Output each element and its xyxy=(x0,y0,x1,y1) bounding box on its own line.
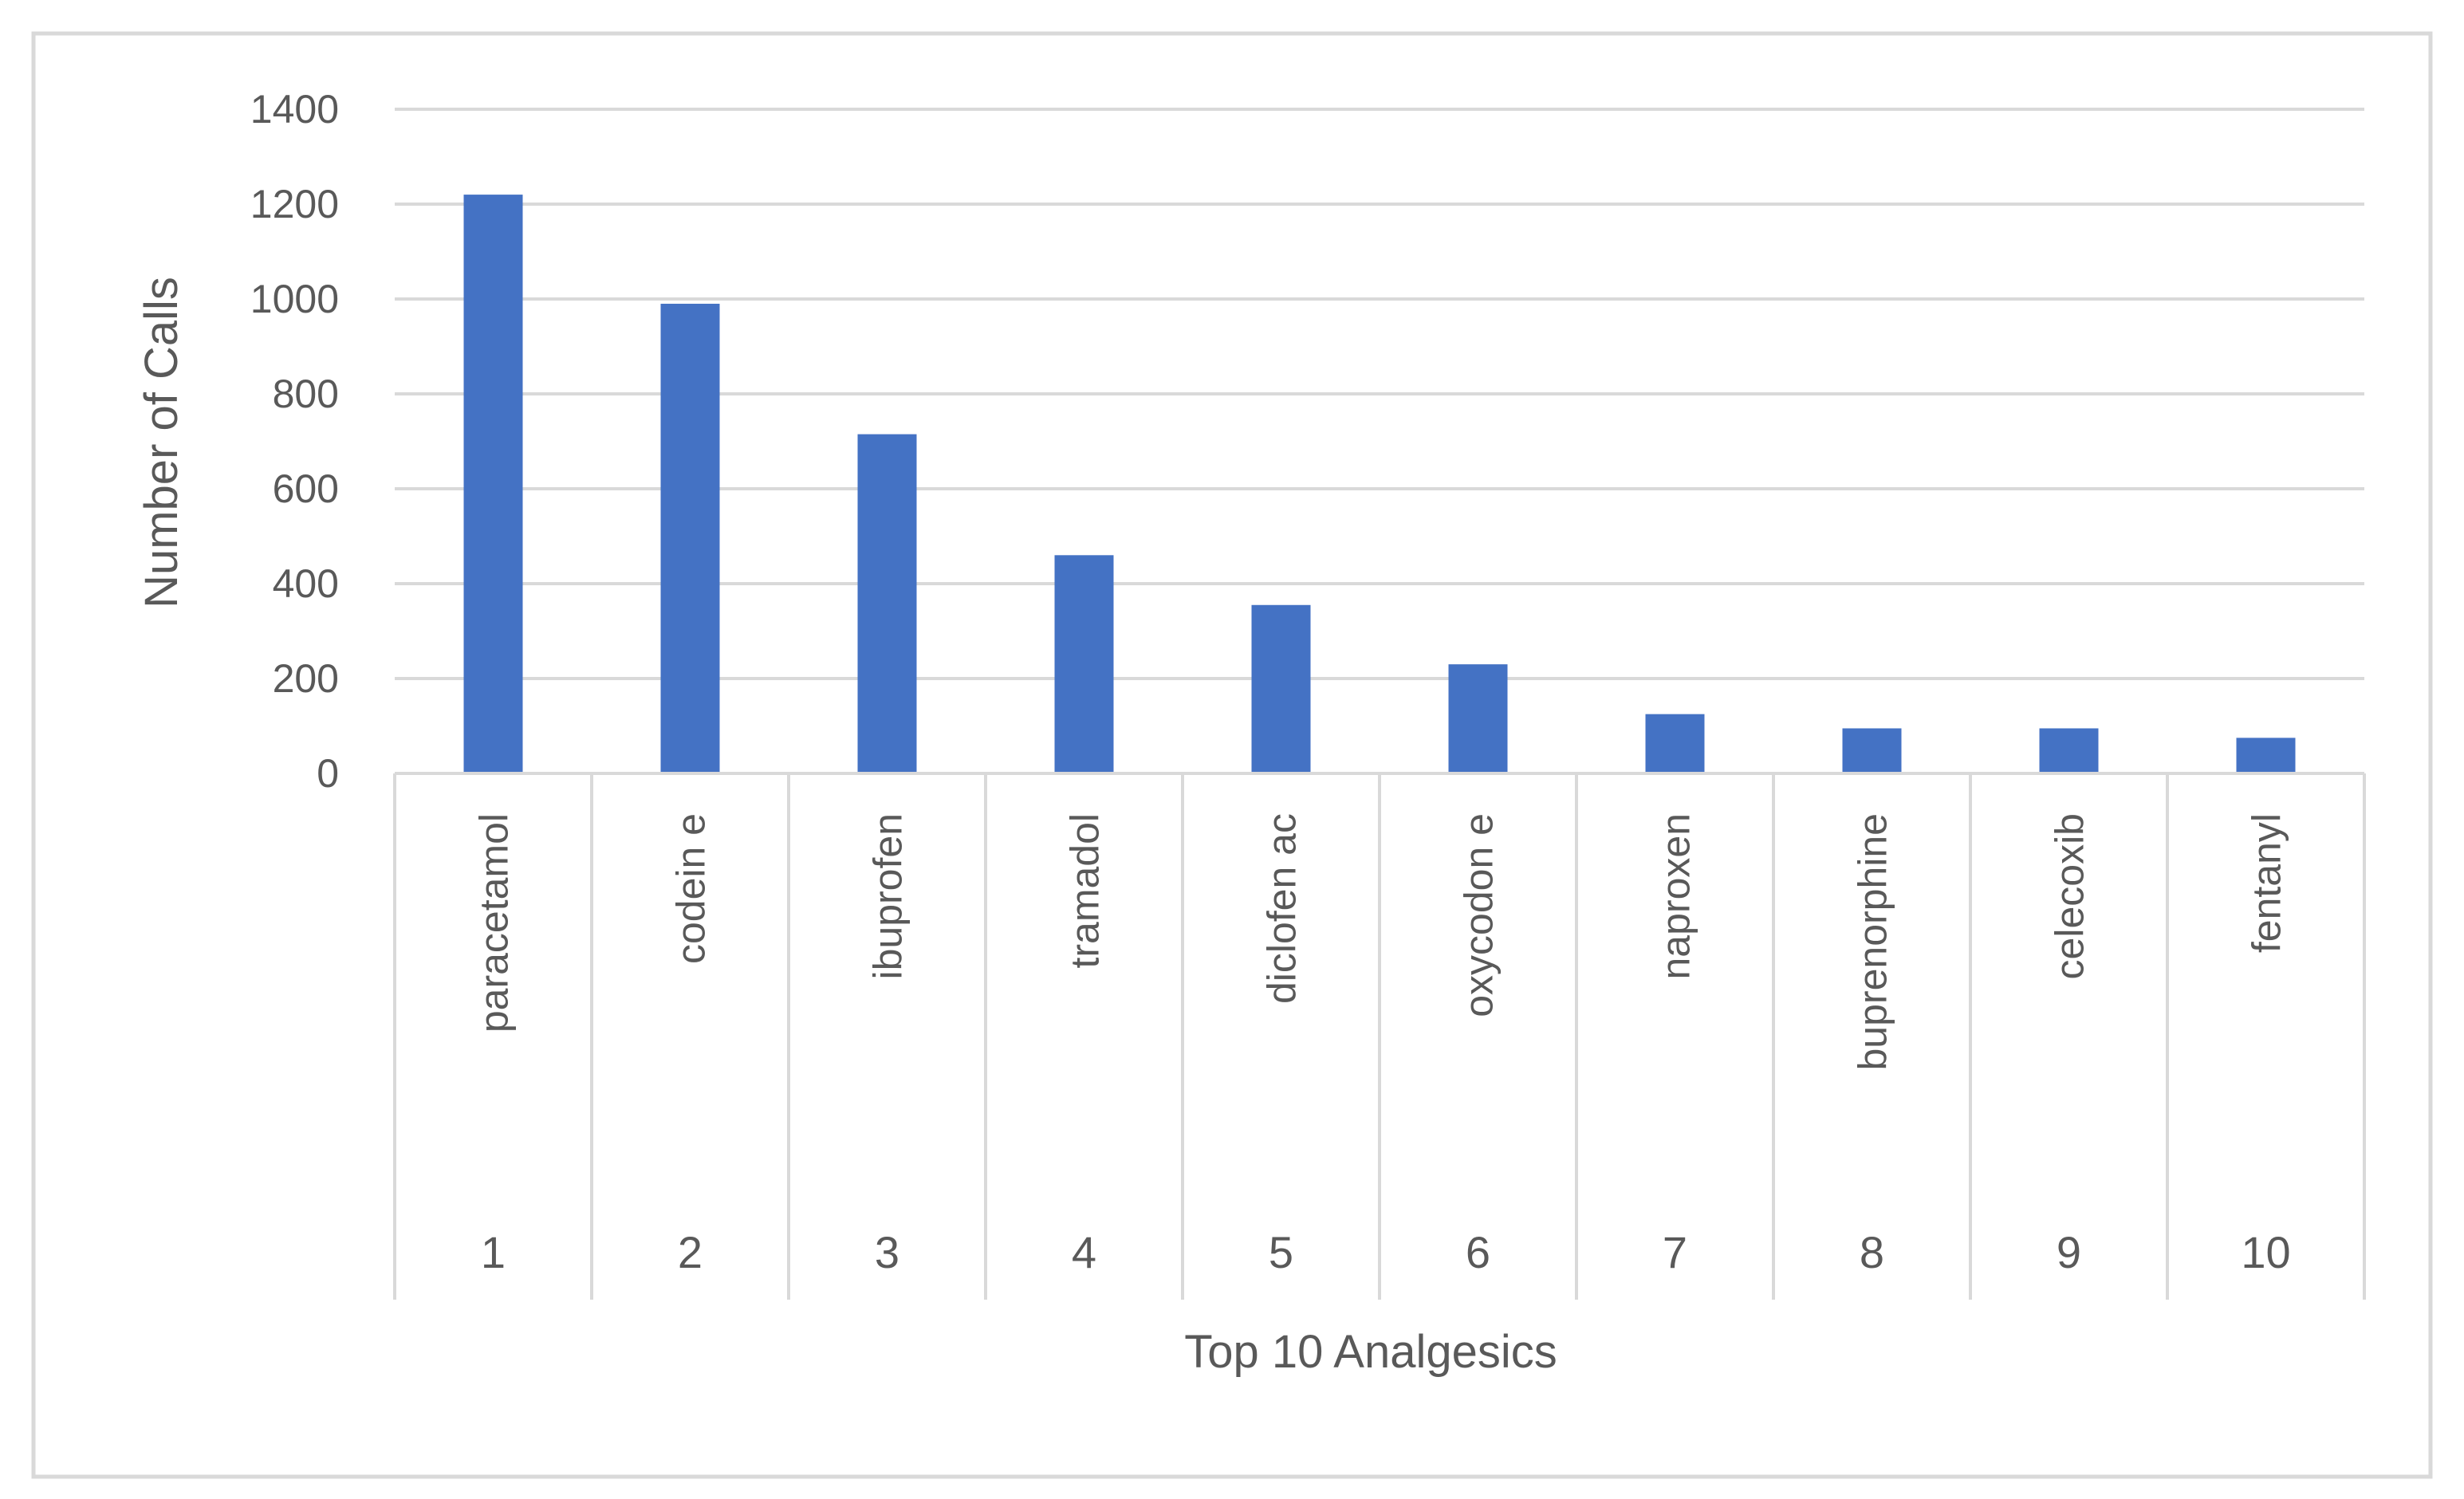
x-axis-category-labels: paracetamol 1 codein e 2 ibuprofen 3 tramadol 4… xyxy=(472,813,2291,1277)
x-category-label: paracetamol xyxy=(472,813,517,1033)
x-category-label: oxycodon e xyxy=(1457,813,1502,1017)
x-rank-label: 2 xyxy=(678,1227,703,1277)
y-tick-label: 600 xyxy=(273,466,339,511)
bar xyxy=(1645,714,1705,773)
x-axis-title: Top 10 Analgesics xyxy=(1184,1326,1557,1378)
gridlines xyxy=(395,108,2364,680)
x-axis-table xyxy=(393,772,2366,1300)
y-tick-label: 1400 xyxy=(250,87,339,132)
x-category-label: celecoxib xyxy=(2048,813,2092,979)
x-category-label: codein e xyxy=(669,813,714,964)
x-rank-label: 3 xyxy=(875,1227,899,1277)
x-rank-label: 7 xyxy=(1663,1227,1687,1277)
bar xyxy=(1251,604,1311,773)
y-tick-label: 1200 xyxy=(250,182,339,226)
bar xyxy=(660,303,720,773)
x-rank-label: 10 xyxy=(2241,1227,2290,1277)
y-tick-label: 1000 xyxy=(250,277,339,321)
x-rank-label: 1 xyxy=(481,1227,506,1277)
bar xyxy=(463,195,523,774)
x-rank-label: 5 xyxy=(1269,1227,1293,1277)
x-category-label: buprenorphine xyxy=(1851,813,1895,1071)
x-rank-label: 4 xyxy=(1072,1227,1096,1277)
y-axis-title: Number of Calls xyxy=(136,277,187,608)
bar xyxy=(1054,555,1114,773)
x-category-label: diclofen ac xyxy=(1260,813,1305,1004)
x-rank-label: 9 xyxy=(2057,1227,2081,1277)
x-category-label: ibuprofen xyxy=(866,813,911,980)
x-rank-label: 8 xyxy=(1860,1227,1884,1277)
x-category-label: tramadol xyxy=(1063,813,1108,969)
bars xyxy=(463,195,2296,774)
bar xyxy=(857,434,917,773)
y-tick-label: 400 xyxy=(273,561,339,606)
bar xyxy=(2236,738,2296,773)
chart-frame xyxy=(31,31,2433,1479)
y-axis-ticks: 0 200 400 600 800 1000 1200 1400 xyxy=(250,87,339,796)
x-category-label: fentanyl xyxy=(2245,813,2289,953)
bar xyxy=(2039,728,2099,773)
y-tick-label: 0 xyxy=(317,751,339,796)
bar xyxy=(1448,664,1508,773)
x-rank-label: 6 xyxy=(1466,1227,1490,1277)
y-tick-label: 800 xyxy=(273,372,339,416)
x-category-label: naproxen xyxy=(1654,813,1698,980)
y-tick-label: 200 xyxy=(273,656,339,701)
bar xyxy=(1842,728,1902,773)
